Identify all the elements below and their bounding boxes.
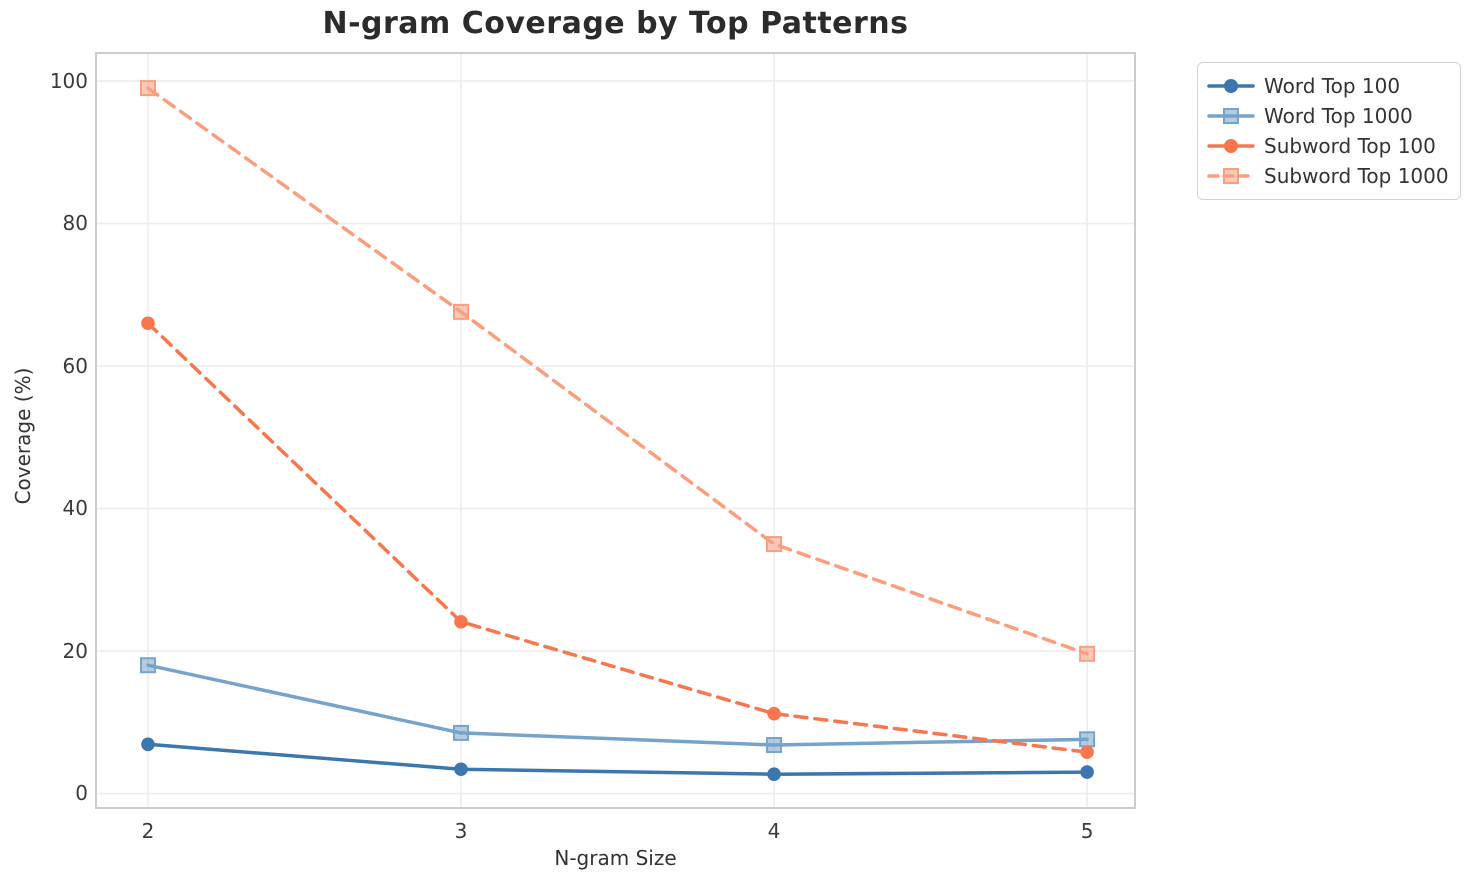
circle-marker-icon xyxy=(1224,139,1238,153)
legend-label: Subword Top 1000 xyxy=(1264,164,1449,188)
marker-word-top-100 xyxy=(1080,765,1094,779)
x-tick-label: 5 xyxy=(1080,819,1094,843)
legend-sample-subword-top-100 xyxy=(1207,139,1255,153)
legend-label: Word Top 100 xyxy=(1264,74,1401,98)
legend-label: Subword Top 100 xyxy=(1264,134,1436,158)
legend-item-word-top-100: Word Top 100 xyxy=(1207,72,1450,100)
x-tick-label: 2 xyxy=(141,819,155,843)
series-line-subword-top-100 xyxy=(146,321,1089,754)
legend-label: Word Top 1000 xyxy=(1264,104,1413,128)
marker-subword-top-100 xyxy=(767,706,781,721)
marker-subword-top-1000 xyxy=(1079,645,1096,662)
marker-word-top-1000 xyxy=(1079,731,1096,748)
y-tick-label: 100 xyxy=(49,68,88,93)
marker-subword-top-100 xyxy=(454,614,468,629)
y-tick-label: 40 xyxy=(62,496,88,521)
legend: Word Top 100 Word Top 1000 Subword Top 100… xyxy=(1197,62,1461,200)
marker-word-top-100 xyxy=(454,762,468,777)
marker-word-top-1000 xyxy=(139,657,156,674)
y-tick-label: 0 xyxy=(75,781,88,806)
marker-subword-top-1000 xyxy=(139,80,156,97)
y-axis-label: Coverage (%) xyxy=(11,367,35,505)
plot-border xyxy=(95,52,1136,809)
series-line-word-top-1000 xyxy=(146,663,1089,747)
marker-word-top-1000 xyxy=(766,737,783,754)
legend-sample-word-top-1000 xyxy=(1207,108,1255,124)
square-marker-icon xyxy=(1223,108,1239,124)
marker-subword-top-100 xyxy=(141,316,155,331)
legend-item-subword-top-1000: Subword Top 1000 xyxy=(1207,162,1450,190)
marker-word-top-100 xyxy=(767,767,781,782)
legend-sample-subword-top-1000 xyxy=(1207,168,1255,184)
marker-subword-top-1000 xyxy=(453,303,470,320)
x-tick-label: 4 xyxy=(767,819,781,843)
chart-title: N-gram Coverage by Top Patterns xyxy=(322,6,909,41)
x-tick-label: 3 xyxy=(454,819,468,843)
y-tick-label: 80 xyxy=(62,211,88,236)
marker-word-top-1000 xyxy=(453,724,470,741)
series-line-subword-top-1000 xyxy=(146,86,1089,656)
legend-item-subword-top-100: Subword Top 100 xyxy=(1207,132,1450,160)
marker-subword-top-1000 xyxy=(766,536,783,553)
series-line-word-top-100 xyxy=(146,742,1089,776)
square-marker-icon xyxy=(1223,168,1239,184)
marker-word-top-100 xyxy=(141,737,155,752)
marker-subword-top-100 xyxy=(1080,745,1094,759)
legend-sample-word-top-100 xyxy=(1207,79,1255,93)
x-axis-label: N-gram Size xyxy=(554,846,677,870)
y-tick-label: 20 xyxy=(62,638,88,663)
circle-marker-icon xyxy=(1224,79,1238,93)
legend-item-word-top-1000: Word Top 1000 xyxy=(1207,102,1450,130)
y-tick-label: 60 xyxy=(62,353,88,378)
